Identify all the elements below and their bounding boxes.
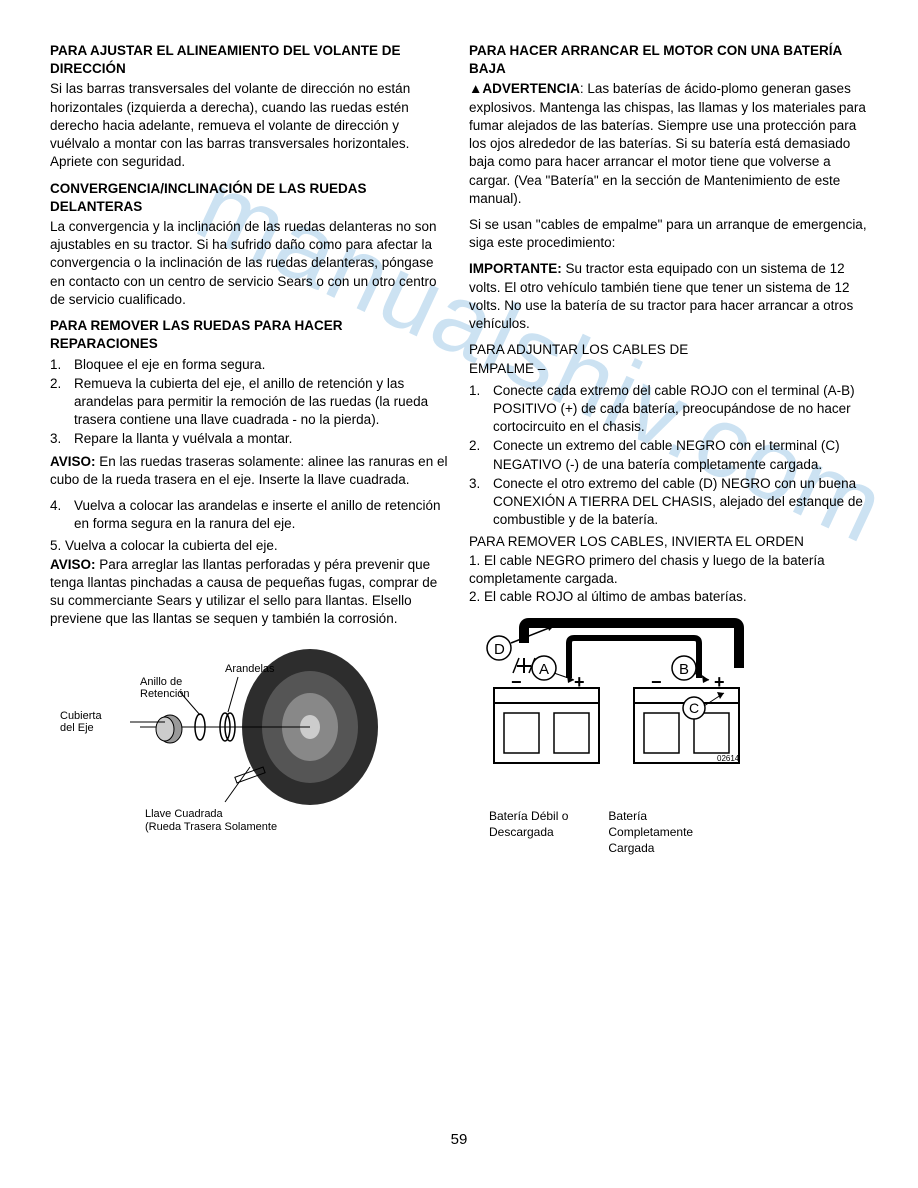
importante: IMPORTANTE: Su tractor esta equipado con… <box>469 260 868 333</box>
page-number: 59 <box>0 1131 918 1148</box>
aviso-2: AVISO: Para arreglar las llantas perfora… <box>50 556 449 629</box>
remove-step-1: 1. El cable NEGRO primero del chasis y l… <box>469 552 868 588</box>
importante-label: IMPORTANTE: <box>469 261 562 276</box>
remove-step-2: 2. El cable ROJO al último de ambas bate… <box>469 588 868 606</box>
aviso-label: AVISO: <box>50 557 96 572</box>
heading-convergence: CONVERGENCIA/INCLINACIÓN DE LAS RUEDAS D… <box>50 180 449 216</box>
svg-text:02614: 02614 <box>717 754 740 763</box>
right-column: PARA HACER ARRANCAR EL MOTOR CON UNA BAT… <box>469 38 868 856</box>
figure-battery: − + − + D A B <box>469 618 868 856</box>
warning-icon: ▲ <box>469 81 482 96</box>
list-num: 3. <box>50 430 74 448</box>
list-num: 2. <box>50 375 74 430</box>
list-remove-wheels: 1.Bloquee el eje en forma segura. 2.Remu… <box>50 356 449 449</box>
list-num: 1. <box>469 382 493 437</box>
svg-text:Llave Cuadrada: Llave Cuadrada <box>145 808 224 820</box>
warning-text: : Las baterías de ácido-plomo generan ga… <box>469 81 866 205</box>
wheel-diagram: Arandelas Anillo de Retención Cubierta d… <box>50 637 390 847</box>
warning-para: ▲ADVERTENCIA: Las baterías de ácido-plom… <box>469 80 868 208</box>
para-convergence: La convergencia y la inclinación de las … <box>50 218 449 309</box>
para-attach-b: EMPALME – <box>469 360 868 378</box>
list-item: Vuelva a colocar las arandelas e inserte… <box>74 497 449 533</box>
para-cables: Si se usan "cables de empalme" para un a… <box>469 216 868 252</box>
svg-text:C: C <box>689 700 699 716</box>
page-content: PARA AJUSTAR EL ALINEAMIENTO DEL VOLANTE… <box>0 0 918 856</box>
aviso-1: AVISO: En las ruedas traseras solamente:… <box>50 453 449 489</box>
warning-label: ADVERTENCIA <box>482 81 580 96</box>
aviso-text: En las ruedas traseras solamente: alinee… <box>50 454 447 487</box>
svg-text:(Rueda Trasera Solamente: (Rueda Trasera Solamente <box>145 821 277 833</box>
svg-text:del Eje: del Eje <box>60 722 94 734</box>
svg-text:+: + <box>714 672 725 692</box>
list-item-5: 5. Vuelva a colocar la cubierta del eje. <box>50 537 449 555</box>
list-item: Conecte cada extremo del cable ROJO con … <box>493 382 868 437</box>
list-item: Conecte un extremo del cable NEGRO con e… <box>493 437 868 473</box>
para-remove: PARA REMOVER LOS CABLES, INVIERTA EL ORD… <box>469 533 868 551</box>
svg-text:D: D <box>494 641 505 658</box>
list-item: Conecte el otro extremo del cable (D) NE… <box>493 475 868 530</box>
list-num: 1. <box>50 356 74 374</box>
list-item: Bloquee el eje en forma segura. <box>74 356 449 374</box>
heading-jumpstart: PARA HACER ARRANCAR EL MOTOR CON UNA BAT… <box>469 42 868 78</box>
svg-text:Cubierta: Cubierta <box>60 710 102 722</box>
para-alignment: Si las barras transversales del volante … <box>50 80 449 171</box>
list-num: 3. <box>469 475 493 530</box>
aviso-label: AVISO: <box>50 454 96 469</box>
list-item: Repare la llanta y vuélvala a montar. <box>74 430 449 448</box>
label-charged-battery: Batería Completamente Cargada <box>608 808 693 857</box>
svg-text:+: + <box>574 672 585 692</box>
aviso-text: Para arreglar las llantas perforadas y p… <box>50 557 437 627</box>
left-column: PARA AJUSTAR EL ALINEAMIENTO DEL VOLANTE… <box>50 38 449 856</box>
svg-text:−: − <box>511 672 522 692</box>
heading-alignment: PARA AJUSTAR EL ALINEAMIENTO DEL VOLANTE… <box>50 42 449 78</box>
label-arandelas: Arandelas <box>225 663 275 675</box>
list-attach: 1.Conecte cada extremo del cable ROJO co… <box>469 382 868 530</box>
list-item: Remueva la cubierta del eje, el anillo d… <box>74 375 449 430</box>
list-num: 2. <box>469 437 493 473</box>
heading-remove-wheels: PARA REMOVER LAS RUEDAS PARA HACER REPAR… <box>50 317 449 353</box>
list-num: 4. <box>50 497 74 533</box>
para-attach-a: PARA ADJUNTAR LOS CABLES DE <box>469 341 868 359</box>
list-reinstall: 4.Vuelva a colocar las arandelas e inser… <box>50 497 449 533</box>
figure-wheel: Arandelas Anillo de Retención Cubierta d… <box>50 637 449 847</box>
battery-labels: Batería Débil o Descargada Batería Compl… <box>489 808 868 857</box>
battery-diagram: − + − + D A B <box>469 618 779 798</box>
svg-text:A: A <box>539 661 549 678</box>
label-weak-battery: Batería Débil o Descargada <box>489 808 568 857</box>
svg-text:−: − <box>651 672 662 692</box>
svg-text:B: B <box>679 661 689 678</box>
svg-text:Anillo de: Anillo de <box>140 676 182 688</box>
svg-text:Retención: Retención <box>140 688 190 700</box>
